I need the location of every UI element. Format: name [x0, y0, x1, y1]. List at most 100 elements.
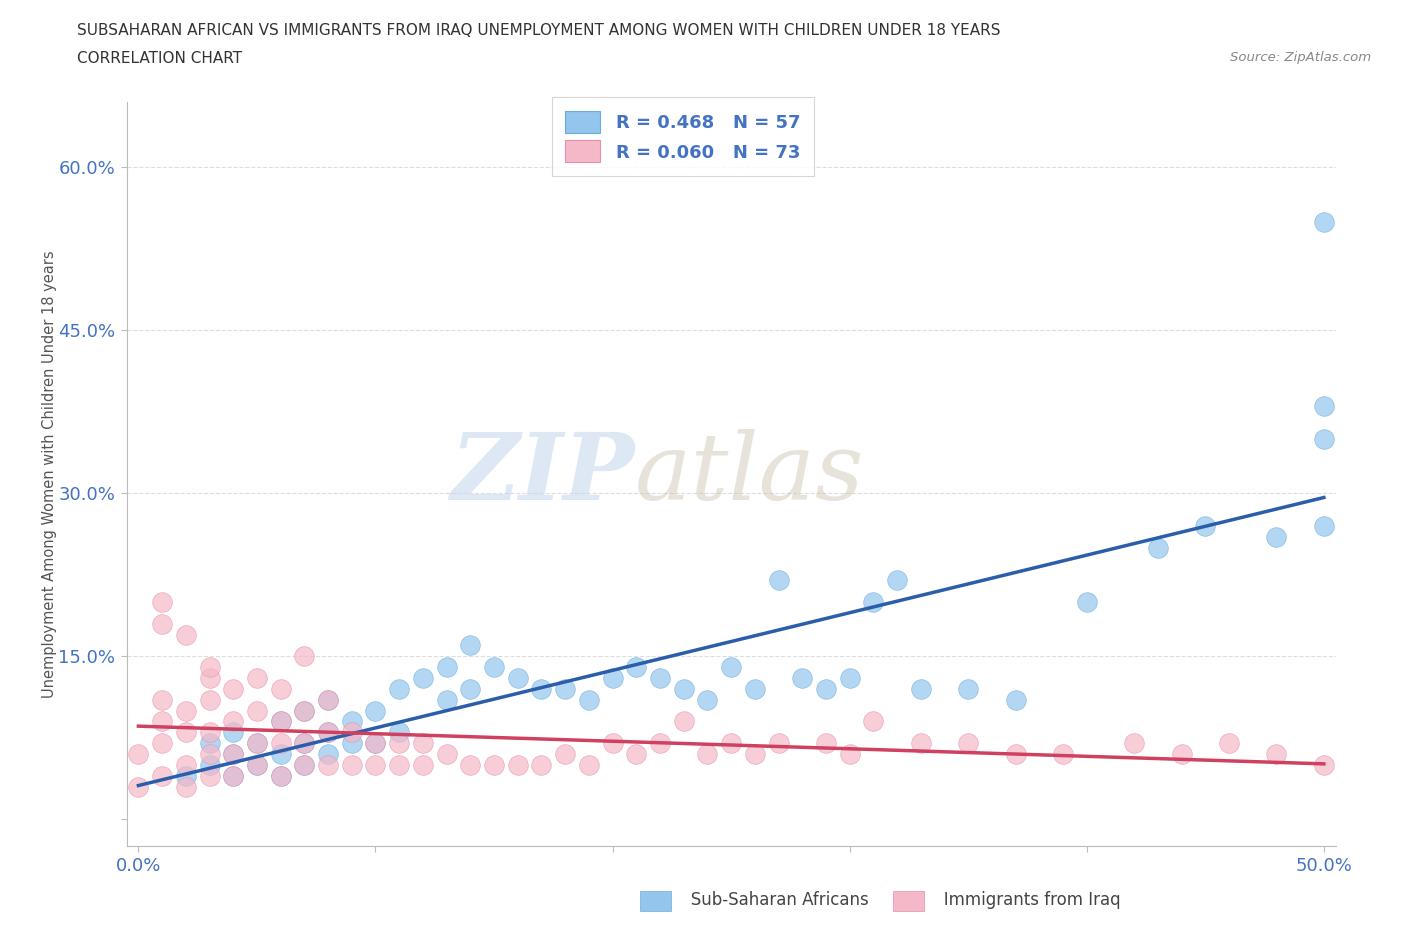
Point [364, 736, 387, 751]
Point [150, 617, 173, 631]
Point [436, 659, 458, 674]
Text: atlas: atlas [634, 430, 863, 519]
Point [174, 757, 197, 772]
Point [388, 682, 411, 697]
Point [602, 671, 624, 685]
Point [814, 682, 837, 697]
Point [364, 757, 387, 772]
Point [1218, 736, 1240, 751]
Point [292, 649, 315, 664]
Point [340, 757, 363, 772]
Point [316, 724, 339, 739]
Point [482, 659, 505, 674]
Point [672, 714, 695, 729]
Point [554, 747, 576, 762]
Point [198, 692, 221, 707]
Point [838, 747, 860, 762]
Point [316, 692, 339, 707]
Point [1147, 540, 1170, 555]
Point [768, 736, 790, 751]
Point [222, 747, 245, 762]
Point [1313, 518, 1336, 533]
Point [482, 757, 505, 772]
Point [720, 659, 742, 674]
Point [1052, 747, 1074, 762]
Point [222, 768, 245, 783]
Point [460, 757, 482, 772]
Point [316, 757, 339, 772]
Point [648, 671, 671, 685]
Point [150, 714, 173, 729]
Point [1004, 747, 1026, 762]
Point [1194, 518, 1216, 533]
Y-axis label: Unemployment Among Women with Children Under 18 years: Unemployment Among Women with Children U… [42, 250, 58, 698]
Point [198, 757, 221, 772]
Point [316, 692, 339, 707]
Point [150, 692, 173, 707]
Point [174, 627, 197, 642]
Point [246, 703, 269, 718]
Point [222, 747, 245, 762]
Point [292, 757, 315, 772]
Point [530, 682, 553, 697]
Point [1004, 692, 1026, 707]
Point [1313, 399, 1336, 414]
Point [270, 768, 292, 783]
Point [222, 682, 245, 697]
Text: Source: ZipAtlas.com: Source: ZipAtlas.com [1230, 51, 1371, 64]
Point [412, 757, 434, 772]
Point [388, 757, 411, 772]
Text: ZIP: ZIP [450, 430, 634, 519]
Point [127, 779, 149, 794]
Point [246, 757, 269, 772]
Point [1313, 432, 1336, 446]
Point [198, 747, 221, 762]
Point [174, 768, 197, 783]
Point [554, 682, 576, 697]
Point [174, 703, 197, 718]
Point [957, 682, 980, 697]
Point [127, 747, 149, 762]
Point [530, 757, 553, 772]
Point [768, 573, 790, 588]
Point [862, 714, 884, 729]
Point [340, 724, 363, 739]
Point [436, 692, 458, 707]
Point [626, 659, 648, 674]
Point [222, 714, 245, 729]
Point [626, 747, 648, 762]
Point [862, 594, 884, 609]
Point [696, 747, 718, 762]
Point [198, 768, 221, 783]
Point [340, 714, 363, 729]
Point [1123, 736, 1146, 751]
Point [222, 768, 245, 783]
Text: CORRELATION CHART: CORRELATION CHART [77, 51, 242, 66]
Point [506, 757, 529, 772]
Point [1313, 757, 1336, 772]
Point [222, 724, 245, 739]
Point [744, 747, 766, 762]
Point [1170, 747, 1192, 762]
Point [150, 736, 173, 751]
Text: Immigrants from Iraq: Immigrants from Iraq [928, 891, 1121, 910]
Point [388, 724, 411, 739]
Point [150, 594, 173, 609]
Point [316, 724, 339, 739]
Point [696, 692, 718, 707]
Point [886, 573, 908, 588]
Point [292, 703, 315, 718]
Point [460, 682, 482, 697]
Point [838, 671, 860, 685]
Point [602, 736, 624, 751]
Legend: R = 0.468   N = 57, R = 0.060   N = 73: R = 0.468 N = 57, R = 0.060 N = 73 [551, 97, 814, 176]
Point [460, 638, 482, 653]
Point [506, 671, 529, 685]
Point [292, 736, 315, 751]
Point [672, 682, 695, 697]
Point [648, 736, 671, 751]
Point [174, 724, 197, 739]
Point [246, 736, 269, 751]
Point [720, 736, 742, 751]
Point [292, 757, 315, 772]
